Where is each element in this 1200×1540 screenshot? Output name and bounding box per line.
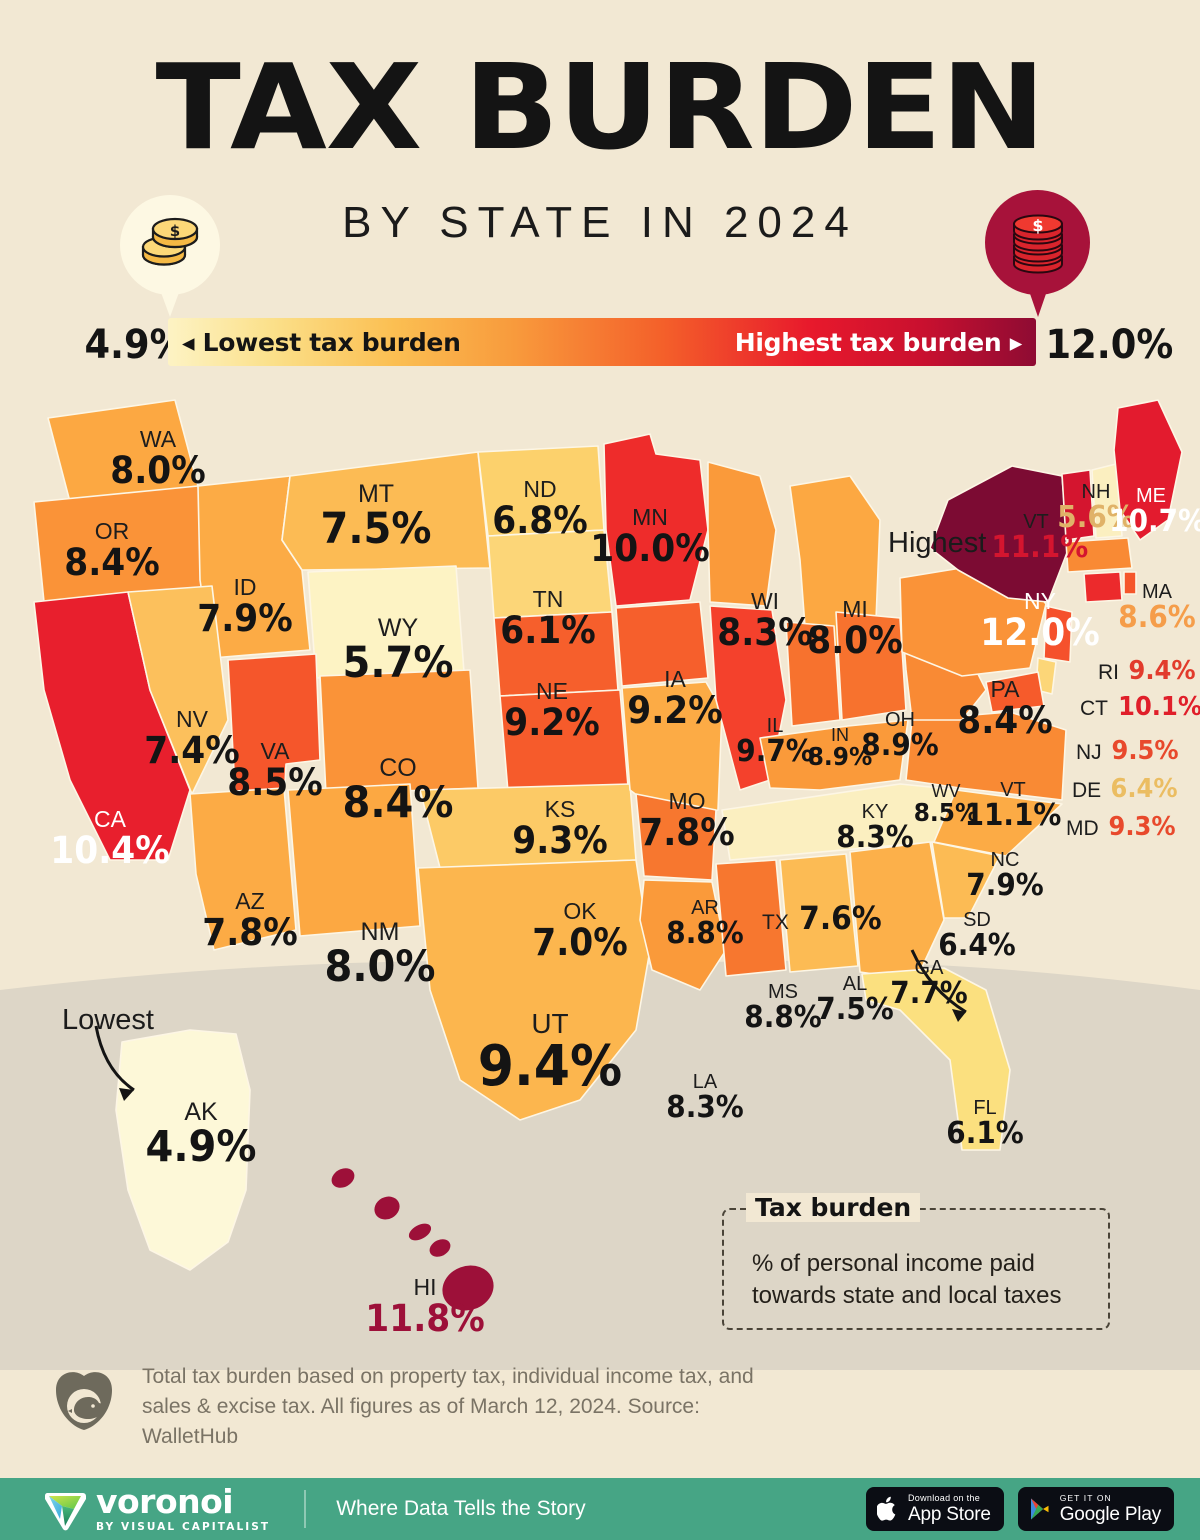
state-me[interactable] bbox=[1113, 399, 1183, 541]
state-ky[interactable] bbox=[759, 719, 909, 791]
annotation-highest: Highest bbox=[888, 527, 987, 559]
state-ny[interactable] bbox=[929, 465, 1069, 603]
state-tx[interactable] bbox=[417, 859, 651, 1121]
callout-body: % of personal income paid towards state … bbox=[752, 1250, 1062, 1309]
google-play-big: Google Play bbox=[1059, 1503, 1162, 1525]
lowest-arrow-head bbox=[119, 1088, 134, 1101]
state-ks[interactable] bbox=[499, 689, 629, 793]
state-az[interactable] bbox=[189, 787, 297, 951]
state-shapes bbox=[33, 399, 1183, 1317]
tax-burden-definition-box: Tax burden % of personal income paid tow… bbox=[722, 1193, 1110, 1330]
state-fl[interactable] bbox=[861, 967, 1011, 1151]
app-store-small: Download on the bbox=[907, 1493, 981, 1503]
app-badges: Download on the App Store GET IT ON Goog… bbox=[865, 1487, 1174, 1531]
state-mo[interactable] bbox=[621, 681, 723, 821]
highest-value-pin: $ bbox=[985, 190, 1090, 295]
lowest-arrow bbox=[94, 1025, 135, 1092]
state-nj[interactable] bbox=[1043, 605, 1073, 663]
google-play-small: GET IT ON bbox=[1059, 1493, 1112, 1504]
state-wi[interactable] bbox=[707, 461, 777, 607]
state-sd[interactable] bbox=[487, 529, 613, 619]
page-title: TAX BURDEN bbox=[155, 38, 1046, 176]
state-hi[interactable] bbox=[328, 1164, 500, 1317]
state-va[interactable] bbox=[905, 711, 1067, 801]
state-vt[interactable] bbox=[1061, 469, 1095, 541]
footer-bar: voronoi BY VISUAL CAPITALIST Where Data … bbox=[0, 1478, 1200, 1540]
gold-coins-icon: $ bbox=[141, 217, 199, 266]
state-nm[interactable] bbox=[287, 783, 421, 937]
app-store-badge[interactable]: Download on the App Store bbox=[865, 1487, 1004, 1531]
state-ne[interactable] bbox=[493, 611, 619, 697]
state-al[interactable] bbox=[779, 853, 859, 973]
state-wa[interactable] bbox=[47, 399, 199, 503]
legend-lowest-label: ◂ Lowest tax burden bbox=[182, 327, 461, 357]
state-co[interactable] bbox=[319, 669, 479, 795]
highest-arrow-head bbox=[952, 1009, 966, 1022]
voronoi-subtitle: BY VISUAL CAPITALIST bbox=[96, 1521, 271, 1533]
state-oh[interactable] bbox=[835, 611, 907, 721]
google-play-badge[interactable]: GET IT ON Google Play bbox=[1017, 1487, 1174, 1531]
lowest-value-pin: $ bbox=[120, 195, 220, 295]
annotation-lowest: Lowest bbox=[62, 1004, 154, 1036]
red-coin-stack-icon: $ bbox=[1012, 214, 1063, 273]
apple-icon bbox=[876, 1496, 896, 1521]
page-subtitle: BY STATE IN 2024 bbox=[342, 198, 858, 247]
callout-title: Tax burden bbox=[746, 1193, 921, 1222]
state-ia[interactable] bbox=[615, 601, 709, 687]
state-ri[interactable] bbox=[1123, 571, 1137, 595]
legend-max-value: 12.0% bbox=[1045, 322, 1174, 368]
state-ms[interactable] bbox=[715, 859, 787, 977]
state-nd[interactable] bbox=[477, 445, 605, 537]
footer-tagline: Where Data Tells the Story bbox=[336, 1497, 586, 1520]
state-la[interactable] bbox=[639, 879, 727, 991]
legend-gradient-bar: ◂ Lowest tax burden Highest tax burden ▸ bbox=[168, 318, 1036, 366]
google-play-icon bbox=[1030, 1498, 1049, 1520]
state-nh[interactable] bbox=[1091, 463, 1123, 539]
state-ak[interactable] bbox=[115, 1029, 251, 1271]
state-nv[interactable] bbox=[127, 585, 229, 795]
highest-arrow bbox=[910, 949, 967, 1014]
voronoi-wordmark: voronoi bbox=[96, 1482, 234, 1521]
voronoi-mark-icon bbox=[44, 1493, 86, 1531]
svg-text:$: $ bbox=[1032, 216, 1043, 235]
state-in[interactable] bbox=[785, 621, 841, 727]
state-md[interactable] bbox=[985, 671, 1045, 713]
state-ar[interactable] bbox=[635, 793, 717, 881]
legend-highest-label: Highest tax burden ▸ bbox=[734, 327, 1023, 357]
state-or[interactable] bbox=[33, 485, 213, 603]
state-ga[interactable] bbox=[849, 841, 945, 981]
svg-text:$: $ bbox=[170, 222, 180, 240]
state-ct[interactable] bbox=[1083, 571, 1123, 603]
state-ok[interactable] bbox=[419, 783, 637, 869]
piggy-bank-icon bbox=[56, 1372, 112, 1430]
state-nc[interactable] bbox=[933, 789, 1063, 857]
state-wy[interactable] bbox=[307, 565, 465, 679]
voronoi-logo[interactable]: voronoi BY VISUAL CAPITALIST bbox=[44, 1485, 270, 1533]
footer-divider bbox=[304, 1490, 307, 1528]
app-store-big: App Store bbox=[907, 1504, 991, 1525]
state-ma[interactable] bbox=[1065, 537, 1133, 573]
state-mn[interactable] bbox=[603, 433, 709, 607]
state-sc[interactable] bbox=[931, 841, 1001, 919]
color-scale-legend: 4.9% ◂ Lowest tax burden Highest tax bur… bbox=[0, 318, 1200, 374]
pin-bubble-high: $ bbox=[985, 190, 1090, 295]
pin-bubble-low: $ bbox=[120, 195, 220, 295]
source-note: Total tax burden based on property tax, … bbox=[142, 1365, 754, 1448]
